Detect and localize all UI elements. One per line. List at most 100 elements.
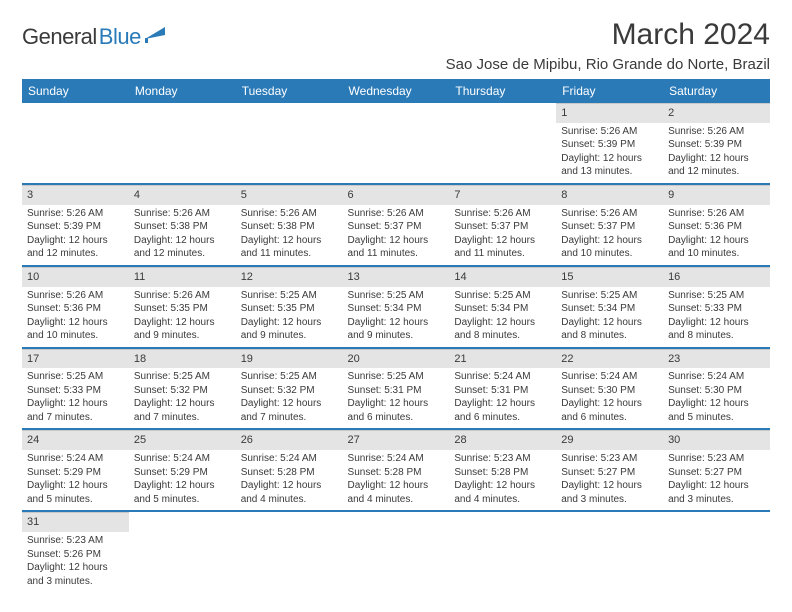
day-number: 29 xyxy=(556,430,663,450)
day-number: 5 xyxy=(236,185,343,205)
calendar-week-row: 31Sunrise: 5:23 AMSunset: 5:26 PMDayligh… xyxy=(22,511,770,592)
calendar-week-row: 1Sunrise: 5:26 AMSunset: 5:39 PMDaylight… xyxy=(22,103,770,183)
sunrise-text: Sunrise: 5:24 AM xyxy=(348,452,445,466)
daylight-text-1: Daylight: 12 hours xyxy=(561,152,658,166)
title-block: March 2024 Sao Jose de Mipibu, Rio Grand… xyxy=(446,18,770,73)
day-number: 24 xyxy=(22,430,129,450)
day-body: Sunrise: 5:24 AMSunset: 5:29 PMDaylight:… xyxy=(22,450,129,510)
daylight-text-2: and 10 minutes. xyxy=(27,329,124,343)
calendar-week-row: 10Sunrise: 5:26 AMSunset: 5:36 PMDayligh… xyxy=(22,266,770,347)
calendar-day-cell: 3Sunrise: 5:26 AMSunset: 5:39 PMDaylight… xyxy=(22,184,129,265)
sunrise-text: Sunrise: 5:25 AM xyxy=(27,370,124,384)
sunrise-text: Sunrise: 5:25 AM xyxy=(668,289,765,303)
sunset-text: Sunset: 5:28 PM xyxy=(348,466,445,480)
daylight-text-2: and 6 minutes. xyxy=(561,411,658,425)
calendar-day-cell: 10Sunrise: 5:26 AMSunset: 5:36 PMDayligh… xyxy=(22,266,129,347)
day-body: Sunrise: 5:26 AMSunset: 5:37 PMDaylight:… xyxy=(343,205,450,265)
day-body: Sunrise: 5:23 AMSunset: 5:26 PMDaylight:… xyxy=(22,532,129,592)
daylight-text-1: Daylight: 12 hours xyxy=(27,397,124,411)
daylight-text-1: Daylight: 12 hours xyxy=(348,479,445,493)
sunset-text: Sunset: 5:38 PM xyxy=(134,220,231,234)
calendar-day-cell: 6Sunrise: 5:26 AMSunset: 5:37 PMDaylight… xyxy=(343,184,450,265)
daylight-text-2: and 9 minutes. xyxy=(134,329,231,343)
sunrise-text: Sunrise: 5:23 AM xyxy=(454,452,551,466)
daylight-text-1: Daylight: 12 hours xyxy=(241,397,338,411)
daylight-text-2: and 12 minutes. xyxy=(27,247,124,261)
sunset-text: Sunset: 5:33 PM xyxy=(668,302,765,316)
sunset-text: Sunset: 5:30 PM xyxy=(561,384,658,398)
daylight-text-2: and 8 minutes. xyxy=(668,329,765,343)
daylight-text-1: Daylight: 12 hours xyxy=(561,479,658,493)
daylight-text-1: Daylight: 12 hours xyxy=(348,234,445,248)
sunset-text: Sunset: 5:35 PM xyxy=(134,302,231,316)
sunset-text: Sunset: 5:34 PM xyxy=(454,302,551,316)
sunset-text: Sunset: 5:34 PM xyxy=(348,302,445,316)
daylight-text-1: Daylight: 12 hours xyxy=(241,316,338,330)
sunrise-text: Sunrise: 5:26 AM xyxy=(134,207,231,221)
calendar-day-cell: 15Sunrise: 5:25 AMSunset: 5:34 PMDayligh… xyxy=(556,266,663,347)
sunset-text: Sunset: 5:36 PM xyxy=(668,220,765,234)
daylight-text-1: Daylight: 12 hours xyxy=(561,316,658,330)
daylight-text-2: and 4 minutes. xyxy=(241,493,338,507)
sunset-text: Sunset: 5:27 PM xyxy=(561,466,658,480)
logo: General Blue xyxy=(22,24,167,50)
sunrise-text: Sunrise: 5:23 AM xyxy=(668,452,765,466)
sunset-text: Sunset: 5:39 PM xyxy=(668,138,765,152)
sunset-text: Sunset: 5:29 PM xyxy=(134,466,231,480)
calendar-empty-cell xyxy=(449,511,556,592)
calendar-day-cell: 8Sunrise: 5:26 AMSunset: 5:37 PMDaylight… xyxy=(556,184,663,265)
daylight-text-2: and 7 minutes. xyxy=(241,411,338,425)
day-body: Sunrise: 5:24 AMSunset: 5:28 PMDaylight:… xyxy=(343,450,450,510)
daylight-text-1: Daylight: 12 hours xyxy=(454,316,551,330)
sunrise-text: Sunrise: 5:26 AM xyxy=(27,207,124,221)
weekday-header: Monday xyxy=(129,79,236,103)
day-number: 2 xyxy=(663,103,770,123)
sunset-text: Sunset: 5:35 PM xyxy=(241,302,338,316)
month-title: March 2024 xyxy=(446,18,770,52)
calendar-day-cell: 9Sunrise: 5:26 AMSunset: 5:36 PMDaylight… xyxy=(663,184,770,265)
sunrise-text: Sunrise: 5:24 AM xyxy=(27,452,124,466)
daylight-text-2: and 4 minutes. xyxy=(348,493,445,507)
sunrise-text: Sunrise: 5:26 AM xyxy=(561,207,658,221)
daylight-text-1: Daylight: 12 hours xyxy=(27,479,124,493)
calendar-day-cell: 29Sunrise: 5:23 AMSunset: 5:27 PMDayligh… xyxy=(556,429,663,510)
calendar-empty-cell xyxy=(343,511,450,592)
weekday-header: Sunday xyxy=(22,79,129,103)
calendar-empty-cell xyxy=(236,103,343,183)
day-number: 9 xyxy=(663,185,770,205)
sunrise-text: Sunrise: 5:26 AM xyxy=(27,289,124,303)
daylight-text-2: and 3 minutes. xyxy=(27,575,124,589)
daylight-text-2: and 9 minutes. xyxy=(241,329,338,343)
daylight-text-2: and 5 minutes. xyxy=(668,411,765,425)
sunset-text: Sunset: 5:33 PM xyxy=(27,384,124,398)
calendar-day-cell: 1Sunrise: 5:26 AMSunset: 5:39 PMDaylight… xyxy=(556,103,663,183)
daylight-text-2: and 7 minutes. xyxy=(27,411,124,425)
calendar-day-cell: 17Sunrise: 5:25 AMSunset: 5:33 PMDayligh… xyxy=(22,348,129,429)
weekday-header: Friday xyxy=(556,79,663,103)
daylight-text-1: Daylight: 12 hours xyxy=(348,316,445,330)
sunrise-text: Sunrise: 5:26 AM xyxy=(561,125,658,139)
day-body: Sunrise: 5:24 AMSunset: 5:30 PMDaylight:… xyxy=(663,368,770,428)
daylight-text-2: and 10 minutes. xyxy=(668,247,765,261)
sunrise-text: Sunrise: 5:26 AM xyxy=(134,289,231,303)
daylight-text-1: Daylight: 12 hours xyxy=(134,234,231,248)
day-body: Sunrise: 5:24 AMSunset: 5:29 PMDaylight:… xyxy=(129,450,236,510)
day-body: Sunrise: 5:24 AMSunset: 5:30 PMDaylight:… xyxy=(556,368,663,428)
day-number: 10 xyxy=(22,267,129,287)
location: Sao Jose de Mipibu, Rio Grande do Norte,… xyxy=(446,56,770,73)
daylight-text-2: and 6 minutes. xyxy=(454,411,551,425)
calendar-empty-cell xyxy=(129,511,236,592)
daylight-text-1: Daylight: 12 hours xyxy=(668,234,765,248)
daylight-text-1: Daylight: 12 hours xyxy=(134,316,231,330)
calendar-day-cell: 21Sunrise: 5:24 AMSunset: 5:31 PMDayligh… xyxy=(449,348,556,429)
day-number: 20 xyxy=(343,349,450,369)
daylight-text-1: Daylight: 12 hours xyxy=(668,152,765,166)
sunset-text: Sunset: 5:29 PM xyxy=(27,466,124,480)
daylight-text-1: Daylight: 12 hours xyxy=(668,397,765,411)
sunrise-text: Sunrise: 5:26 AM xyxy=(348,207,445,221)
day-body: Sunrise: 5:26 AMSunset: 5:35 PMDaylight:… xyxy=(129,287,236,347)
calendar-day-cell: 12Sunrise: 5:25 AMSunset: 5:35 PMDayligh… xyxy=(236,266,343,347)
sunset-text: Sunset: 5:26 PM xyxy=(27,548,124,562)
daylight-text-1: Daylight: 12 hours xyxy=(561,234,658,248)
day-body: Sunrise: 5:24 AMSunset: 5:28 PMDaylight:… xyxy=(236,450,343,510)
